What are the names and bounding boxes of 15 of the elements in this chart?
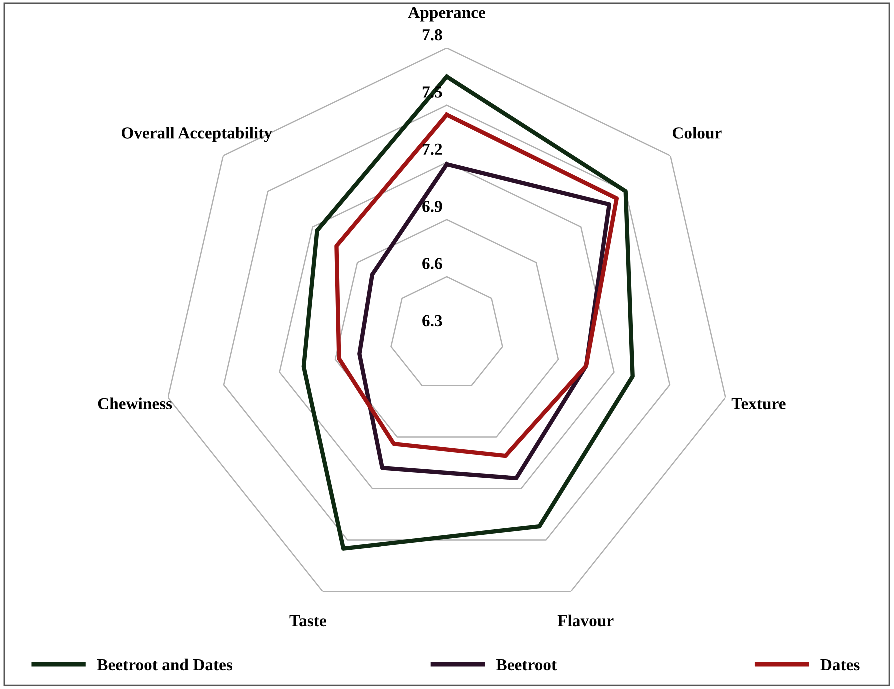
legend-label: Beetroot and Dates: [97, 658, 233, 671]
spoke-label: Apperance: [408, 7, 486, 22]
spoke-label: Texture: [732, 398, 786, 410]
legend-label: Dates: [820, 660, 860, 671]
y-tick-label: 6.3: [422, 315, 442, 327]
spoke-label: Flavour: [558, 614, 614, 627]
y-tick-label: 7.8: [422, 29, 442, 41]
spoke-label: Taste: [290, 616, 326, 627]
y-tick-label: 7.2: [422, 144, 442, 156]
y-tick-label: 6.6: [422, 258, 442, 270]
y-tick-label: 6.9: [422, 201, 442, 212]
legend-label: Beetroot: [496, 660, 557, 671]
spoke-label: Overall Acceptability: [122, 127, 272, 142]
spoke-label: Chewiness: [98, 398, 172, 410]
spoke-label: Colour: [672, 127, 722, 139]
